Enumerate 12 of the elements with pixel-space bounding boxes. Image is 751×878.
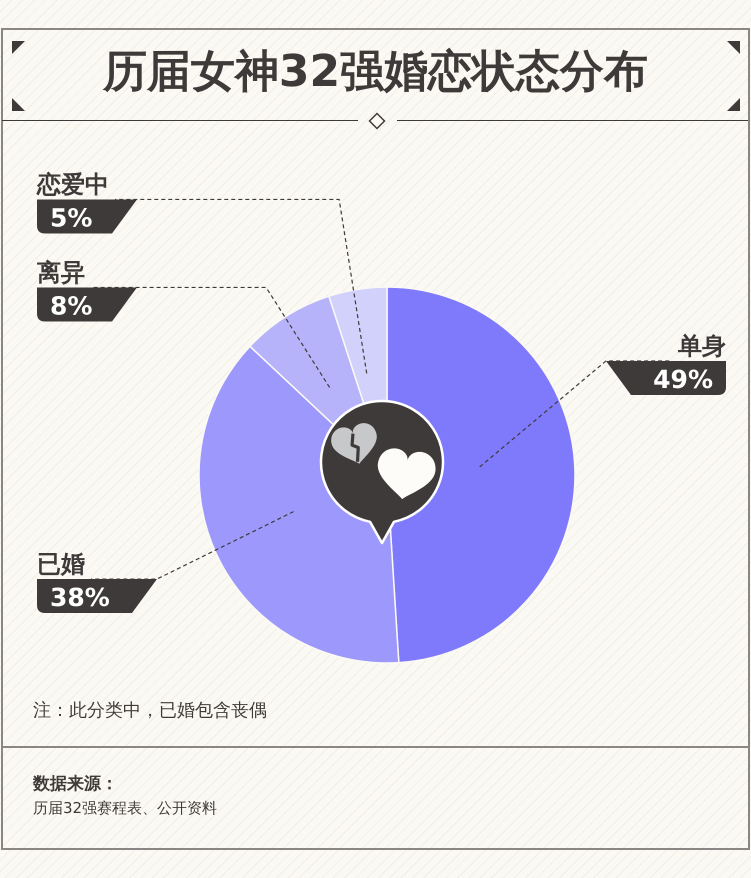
slice-label: 恋爱中 [36, 170, 109, 198]
text: 历届32强赛程表、公开资料 [33, 798, 218, 819]
data-label: 38% [50, 583, 110, 612]
text: 注：此分类中，已婚包含丧偶 [33, 699, 267, 723]
source-note: 数据来源： [33, 773, 119, 796]
chart-title: 历届女神32强婚恋状态分布 [102, 45, 650, 99]
slice-label: 已婚 [37, 550, 85, 578]
data-label: 49% [653, 364, 713, 394]
slice-label: 离异 [36, 258, 85, 286]
data-label: 5% [50, 203, 92, 232]
slice-label: 单身 [677, 332, 726, 360]
data-label: 8% [50, 291, 92, 320]
